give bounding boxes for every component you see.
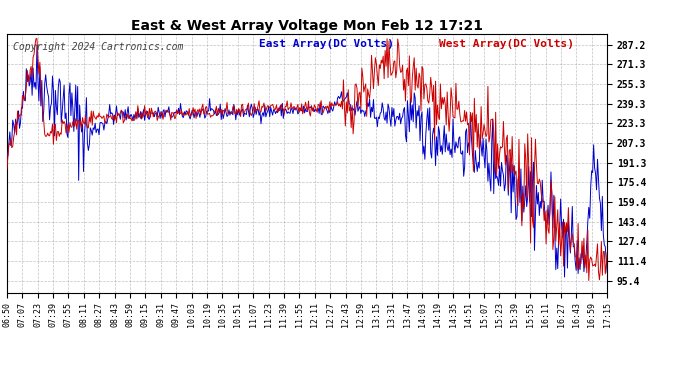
Text: Copyright 2024 Cartronics.com: Copyright 2024 Cartronics.com [13, 42, 184, 51]
Title: East & West Array Voltage Mon Feb 12 17:21: East & West Array Voltage Mon Feb 12 17:… [131, 19, 483, 33]
Text: East Array(DC Volts): East Array(DC Volts) [259, 39, 394, 49]
Text: West Array(DC Volts): West Array(DC Volts) [439, 39, 574, 49]
